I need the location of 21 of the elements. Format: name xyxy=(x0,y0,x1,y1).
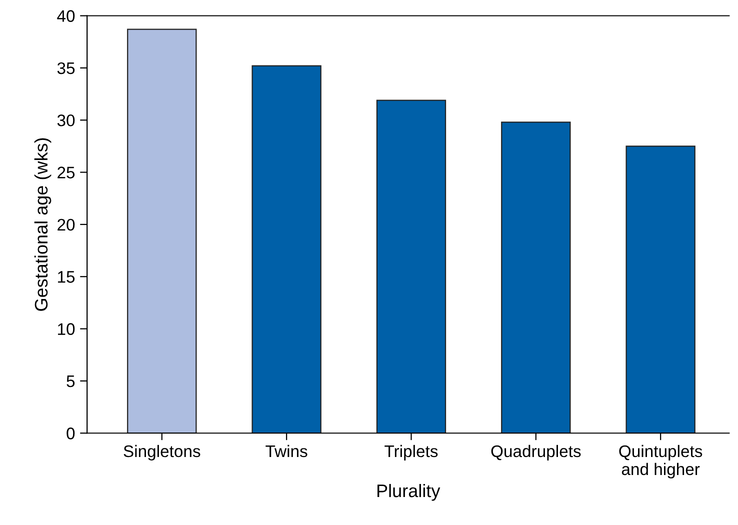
bar xyxy=(376,100,446,434)
x-tick-label: Singletons xyxy=(124,444,200,460)
bar xyxy=(127,28,197,434)
y-tick-label: 15 xyxy=(58,271,75,283)
x-axis-title: Plurality xyxy=(377,484,440,501)
x-tick-label: Quadruplets xyxy=(491,444,581,460)
y-axis-title: Gestational age (wks) xyxy=(34,138,52,311)
y-tick-label: 40 xyxy=(57,10,75,22)
y-tick-label: 10 xyxy=(58,323,75,335)
bar xyxy=(501,122,571,434)
x-tick-label: Triplets xyxy=(384,444,438,460)
y-tick-label: 30 xyxy=(57,114,75,126)
x-tick-label: Twins xyxy=(266,444,308,458)
y-tick-label: 20 xyxy=(58,218,75,231)
y-tick-label: 0 xyxy=(66,428,75,440)
y-tick-label: 5 xyxy=(66,376,75,388)
x-tick-label: Quintuplets and higher xyxy=(619,444,702,478)
bar xyxy=(626,146,696,434)
bar xyxy=(252,65,322,434)
y-tick-label: 35 xyxy=(57,62,75,74)
y-tick-label: 25 xyxy=(58,166,75,178)
